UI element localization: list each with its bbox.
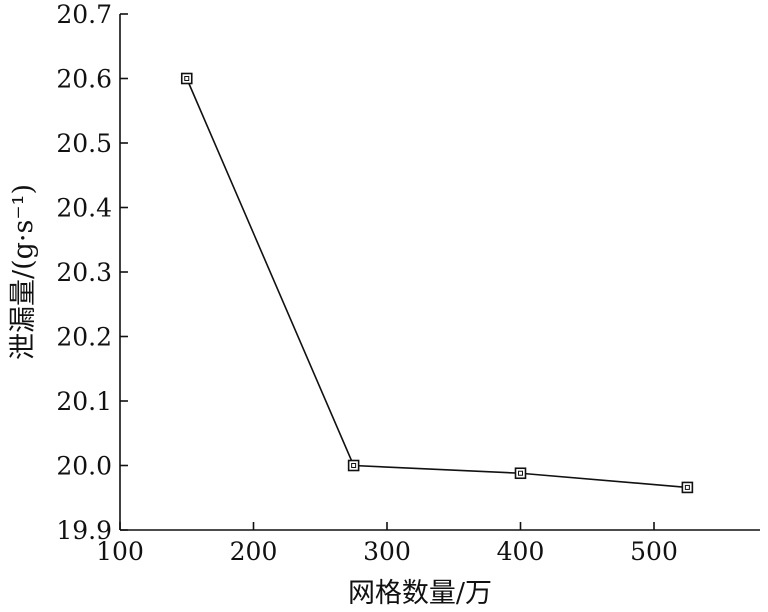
y-tick-label: 20.1 — [56, 387, 112, 416]
marker-square-inner — [184, 76, 190, 81]
y-tick-label: 20.4 — [56, 194, 112, 223]
x-tick-label: 400 — [497, 537, 545, 566]
marker-square — [180, 72, 193, 85]
y-axis-ticks: 19.9 20.0 20.1 20.2 20.3 20.4 20.5 20.6 20.7 — [56, 0, 128, 545]
axes — [119, 14, 760, 531]
data-point-marker — [180, 72, 193, 85]
y-tick-label: 20.0 — [56, 452, 112, 481]
y-tick-label: 20.2 — [56, 323, 112, 352]
marker-square-inner — [351, 463, 357, 468]
marker-square-inner — [684, 484, 690, 490]
series-line — [186, 78, 688, 489]
y-tick-label: 19.9 — [56, 516, 112, 545]
marker-square — [347, 459, 360, 472]
data-point-marker — [347, 459, 360, 472]
marker-square — [681, 481, 694, 494]
data-point-marker — [514, 467, 527, 480]
y-tick-label: 20.5 — [56, 129, 112, 158]
x-tick-label: 200 — [230, 537, 278, 566]
y-tick-label: 20.3 — [56, 258, 112, 287]
x-tick-label: 500 — [630, 537, 678, 566]
data-point-marker — [681, 481, 694, 494]
y-tick-label: 20.7 — [56, 0, 112, 29]
series — [180, 72, 694, 494]
marker-square-inner — [518, 470, 523, 476]
x-tick-label: 300 — [363, 537, 411, 566]
x-axis-title: 网格数量/万 — [348, 578, 492, 609]
y-tick-label: 20.6 — [56, 65, 112, 94]
marker-square — [514, 467, 527, 480]
x-tick-label: 100 — [96, 537, 144, 566]
x-axis-ticks: 100 200 300 400 500 — [96, 522, 678, 566]
y-axis-title: 泄漏量/(g·s⁻¹) — [8, 184, 39, 360]
